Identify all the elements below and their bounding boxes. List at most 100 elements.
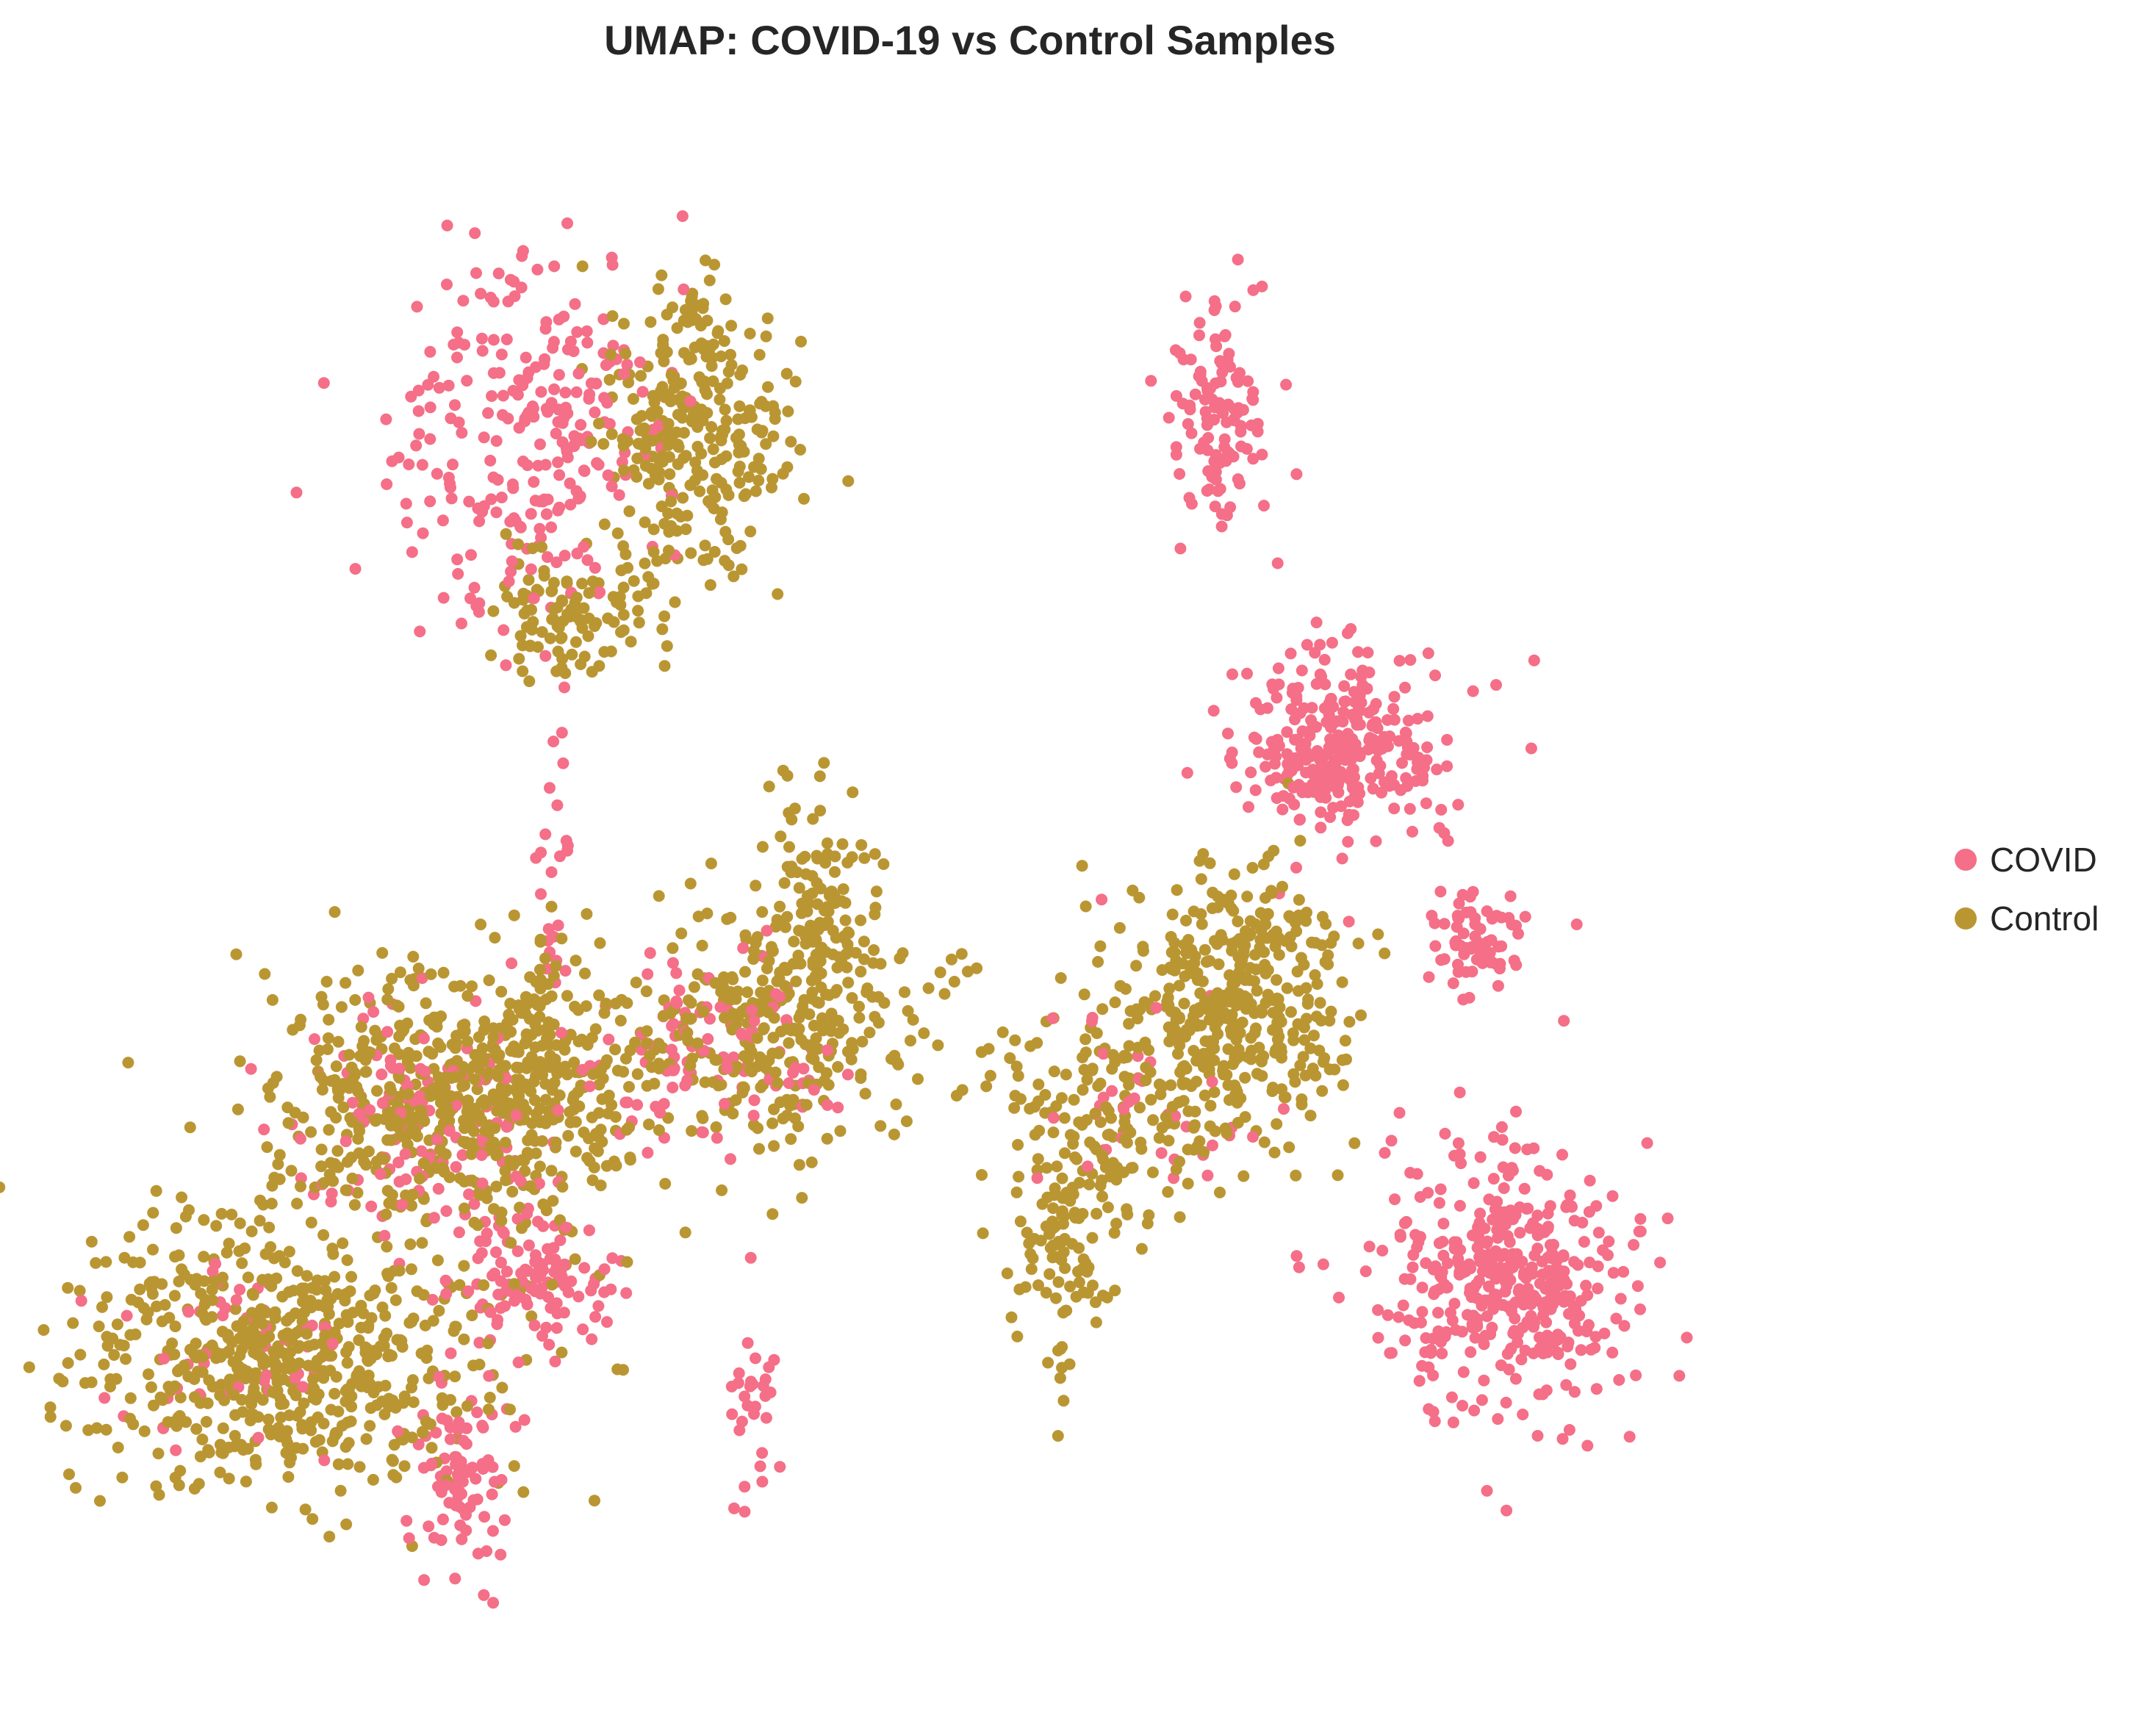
scatter-point-covid — [1319, 784, 1332, 797]
scatter-point-control — [648, 396, 661, 409]
scatter-point-control — [792, 949, 805, 962]
scatter-point-covid — [1495, 940, 1508, 952]
scatter-point-control — [1204, 1120, 1216, 1132]
scatter-point-covid — [1247, 453, 1260, 465]
scatter-point-control — [1272, 931, 1284, 943]
scatter-point-control — [281, 1315, 293, 1327]
scatter-point-covid — [258, 1375, 270, 1387]
scatter-point-control — [948, 976, 960, 988]
scatter-point-control — [291, 1265, 303, 1277]
scatter-point-control — [63, 1468, 75, 1481]
scatter-point-covid — [556, 1027, 567, 1039]
scatter-point-control — [1254, 934, 1267, 946]
scatter-point-covid — [1249, 784, 1262, 797]
scatter-point-covid — [650, 1101, 662, 1112]
scatter-point-control — [123, 1231, 136, 1243]
scatter-point-control — [733, 400, 746, 412]
scatter-point-covid — [552, 1104, 564, 1116]
scatter-point-control — [655, 269, 668, 281]
scatter-point-covid — [1354, 750, 1366, 763]
scatter-point-covid — [1548, 1284, 1561, 1297]
scatter-point-covid — [1528, 654, 1540, 666]
scatter-point-control — [341, 1156, 353, 1168]
scatter-point-control — [1204, 954, 1216, 967]
scatter-point-control — [803, 1008, 816, 1021]
scatter-point-control — [340, 1518, 353, 1531]
scatter-point-control — [127, 1256, 140, 1268]
scatter-point-covid — [780, 1014, 793, 1027]
scatter-point-control — [550, 1136, 562, 1148]
scatter-point-control — [178, 1359, 190, 1372]
scatter-point-control — [362, 1146, 375, 1157]
scatter-point-control — [697, 1112, 709, 1124]
scatter-point-control — [1040, 1287, 1052, 1299]
scatter-point-covid — [406, 546, 418, 558]
scatter-point-covid — [748, 1094, 761, 1107]
scatter-point-control — [1068, 1130, 1080, 1143]
scatter-point-control — [751, 1032, 763, 1044]
scatter-point-covid — [400, 497, 412, 510]
scatter-point-covid — [1245, 766, 1257, 779]
scatter-point-control — [1193, 1135, 1206, 1148]
scatter-point-control — [270, 1071, 283, 1083]
scatter-point-control — [1069, 1212, 1082, 1224]
scatter-point-covid — [1614, 1292, 1627, 1305]
scatter-point-control — [1126, 1162, 1139, 1174]
scatter-point-control — [561, 575, 573, 588]
scatter-point-covid — [606, 251, 618, 264]
scatter-point-covid — [511, 389, 524, 401]
scatter-point-covid — [396, 1198, 409, 1211]
scatter-point-control — [762, 1006, 775, 1018]
scatter-point-control — [1032, 1078, 1045, 1090]
scatter-point-covid — [567, 345, 580, 357]
scatter-point-control — [788, 802, 801, 815]
scatter-point-control — [317, 1370, 329, 1383]
scatter-point-covid — [490, 506, 503, 519]
scatter-point-control — [1087, 1279, 1099, 1292]
scatter-point-control — [539, 952, 551, 965]
scatter-point-control — [617, 540, 630, 553]
scatter-point-covid — [1237, 403, 1249, 416]
scatter-point-control — [609, 1111, 622, 1123]
scatter-point-covid — [500, 333, 513, 345]
scatter-point-control — [787, 1093, 799, 1106]
scatter-point-control — [1048, 1065, 1060, 1078]
scatter-point-control — [468, 1216, 481, 1229]
scatter-point-covid — [504, 273, 517, 286]
scatter-point-control — [619, 348, 632, 360]
scatter-point-covid — [1292, 734, 1304, 747]
scatter-point-control — [306, 1513, 319, 1525]
scatter-point-control — [519, 1038, 531, 1050]
scatter-point-covid — [585, 1284, 597, 1297]
scatter-point-control — [353, 1334, 365, 1346]
scatter-point-covid — [374, 1168, 387, 1180]
scatter-point-covid — [1439, 1127, 1451, 1140]
scatter-point-covid — [367, 1006, 380, 1018]
scatter-point-control — [290, 1307, 301, 1320]
scatter-point-control — [450, 1406, 463, 1418]
scatter-point-control — [684, 1013, 697, 1025]
scatter-point-control — [593, 1107, 606, 1119]
scatter-point-control — [426, 1048, 439, 1060]
scatter-point-control — [328, 1270, 341, 1283]
scatter-point-covid — [560, 835, 572, 847]
scatter-point-control — [869, 848, 881, 860]
scatter-point-control — [334, 1484, 347, 1497]
scatter-point-covid — [415, 1145, 428, 1157]
scatter-point-covid — [747, 1110, 760, 1122]
scatter-point-covid — [1315, 806, 1327, 819]
scatter-point-control — [349, 993, 362, 1006]
scatter-point-control — [859, 1087, 872, 1100]
scatter-point-control — [570, 592, 583, 604]
scatter-point-covid — [1441, 760, 1453, 772]
scatter-point-control — [1145, 1093, 1157, 1106]
scatter-point-control — [617, 581, 630, 594]
scatter-point-control — [389, 1114, 401, 1126]
scatter-point-covid — [590, 378, 603, 389]
scatter-point-control — [340, 1287, 353, 1300]
scatter-point-control — [174, 1464, 187, 1477]
scatter-point-covid — [424, 433, 436, 445]
scatter-point-control — [270, 1364, 282, 1376]
scatter-point-control — [458, 1114, 470, 1126]
scatter-point-control — [341, 1254, 353, 1266]
